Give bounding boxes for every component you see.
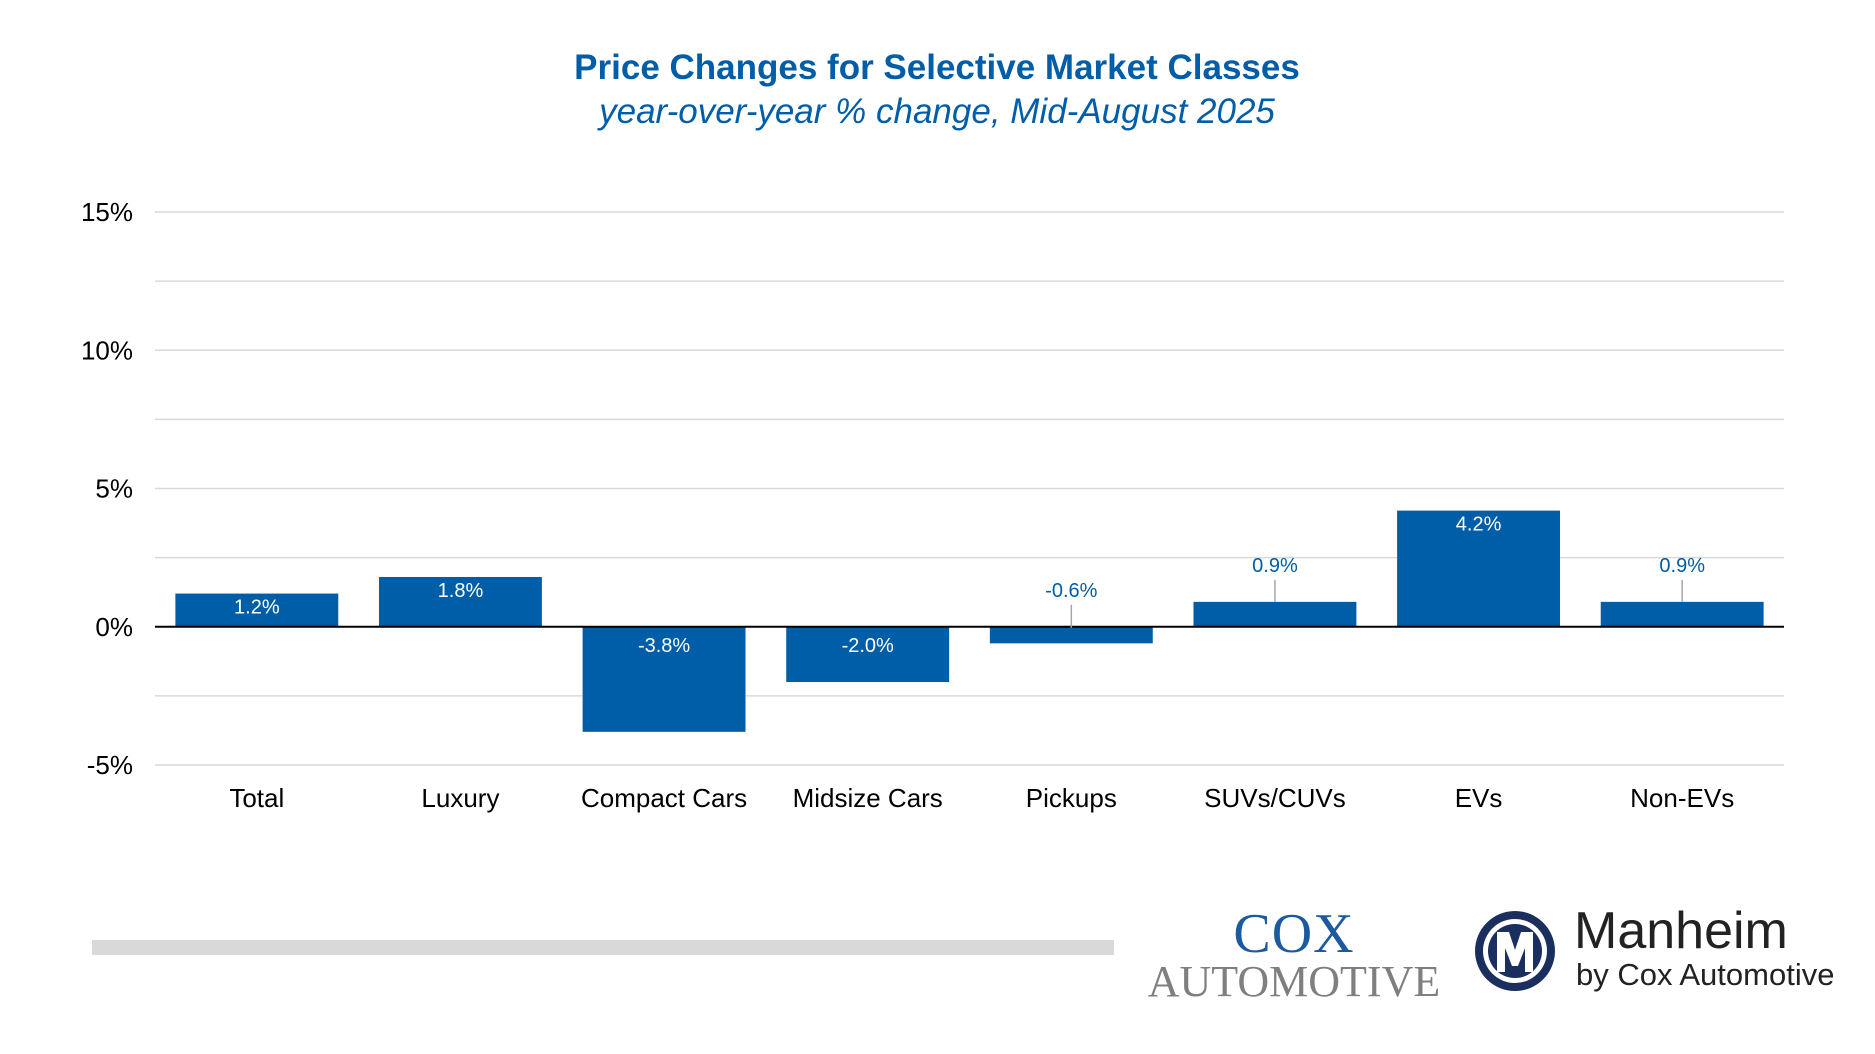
bar <box>1600 601 1764 627</box>
data-label: 1.8% <box>438 580 484 602</box>
manheim-tagline: by Cox Automotive <box>1576 957 1834 992</box>
bars <box>175 510 1764 732</box>
cox-logo-line2: AUTOMOTIVE <box>1148 957 1441 1006</box>
cox-automotive-logo: COX AUTOMOTIVE <box>1148 903 1441 1006</box>
manheim-m-icon <box>1475 911 1555 991</box>
data-label: 0.9% <box>1252 555 1298 577</box>
category-label: Non-EVs <box>1630 783 1734 813</box>
bar <box>1397 510 1561 627</box>
data-label: -0.6% <box>1045 580 1097 602</box>
bar <box>989 626 1153 644</box>
bar <box>378 576 542 627</box>
bar <box>175 593 339 627</box>
category-label: Midsize Cars <box>793 783 943 813</box>
bar <box>786 626 950 683</box>
bar <box>582 626 746 732</box>
y-tick-label: 0% <box>95 612 133 642</box>
data-label: -2.0% <box>842 635 894 657</box>
data-label: -3.8% <box>638 635 690 657</box>
data-label: 1.2% <box>234 597 280 619</box>
y-tick-label: 5% <box>95 474 133 504</box>
y-tick-label: 15% <box>81 197 133 227</box>
category-labels: Total Luxury Compact Cars Midsize Cars Picku… <box>229 783 1734 813</box>
data-labels: 1.2% 1.8% -3.8% -2.0% -0.6% 0.9% 4.2% 0.9% <box>234 514 1705 657</box>
gridlines <box>155 211 1784 766</box>
bar <box>1193 601 1357 627</box>
data-label: 0.9% <box>1659 555 1705 577</box>
category-label: Total <box>229 783 284 813</box>
category-label: Luxury <box>421 783 499 813</box>
manheim-logo: Manheim by Cox Automotive <box>1475 902 1834 992</box>
footer-bar <box>92 940 1114 955</box>
category-label: SUVs/CUVs <box>1204 783 1346 813</box>
cox-logo-line1: COX <box>1233 903 1354 965</box>
chart-title: Price Changes for Selective Market Class… <box>574 48 1300 87</box>
chart-subtitle: year-over-year % change, Mid-August 2025 <box>597 92 1275 131</box>
category-label: EVs <box>1455 783 1503 813</box>
manheim-name: Manheim <box>1574 902 1788 960</box>
y-tick-label: 10% <box>81 335 133 365</box>
data-label: 4.2% <box>1456 514 1502 536</box>
category-label: Pickups <box>1026 783 1117 813</box>
y-tick-label: -5% <box>87 750 133 780</box>
category-label: Compact Cars <box>581 783 747 813</box>
y-axis-ticks: -5% 0% 5% 10% 15% <box>81 197 133 780</box>
